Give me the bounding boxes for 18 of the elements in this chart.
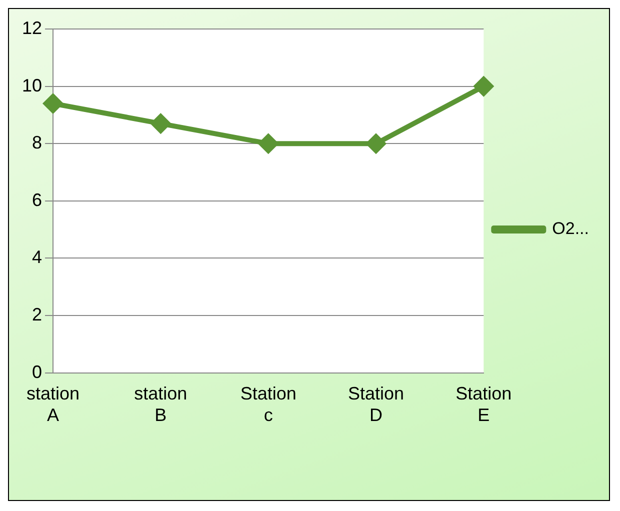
point [44, 94, 63, 113]
y-tick-label: 10 [22, 75, 42, 96]
x-tick-label: station B [134, 384, 188, 426]
point [366, 134, 386, 154]
x-tick-label: Station c [240, 384, 296, 426]
point [151, 114, 170, 134]
y-tick-label: 2 [32, 304, 42, 324]
x-tick-label: Station D [348, 384, 404, 426]
y-tick-label: 8 [32, 132, 42, 153]
point [474, 76, 494, 96]
legend-label: O2... [552, 219, 590, 238]
point [258, 134, 278, 154]
y-tick-label: 12 [22, 18, 42, 38]
x-tick-label: station A [26, 384, 80, 426]
y-tick-label: 4 [32, 247, 42, 268]
x-tick-label: Station E [456, 384, 512, 426]
y-tick-label: 6 [32, 190, 42, 210]
y-tick-label: 0 [32, 362, 42, 382]
